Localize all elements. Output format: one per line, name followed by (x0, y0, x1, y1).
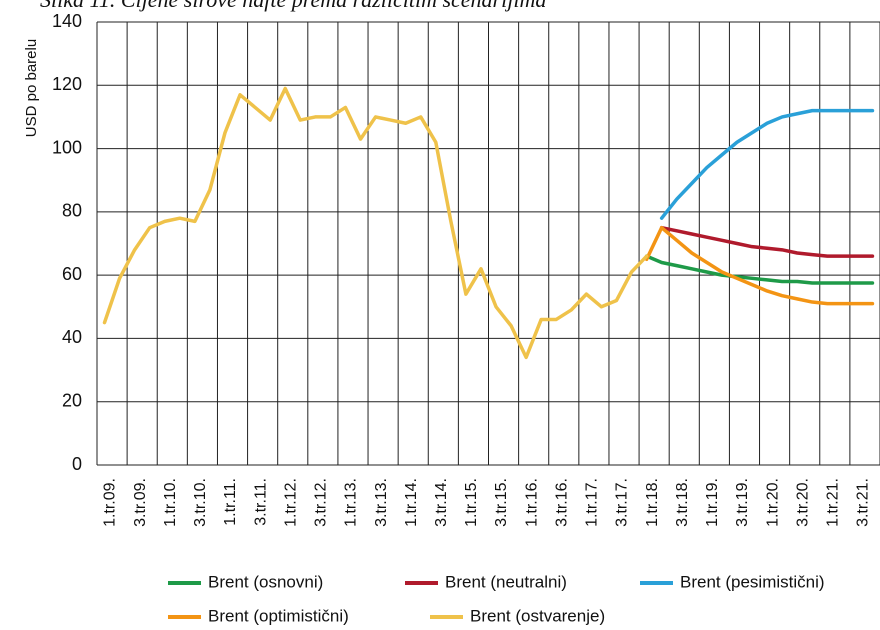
series-line (102, 86, 649, 360)
legend-label: Brent (optimistični) (208, 606, 349, 625)
y-tick-label: 0 (72, 454, 82, 474)
x-tick-label: 3.tr.15. (493, 478, 510, 527)
x-tick-label: 3.tr.20. (794, 478, 811, 527)
y-tick-label: 60 (62, 264, 82, 284)
x-tick-label: 1.tr.16. (523, 478, 540, 527)
x-tick-label: 1.tr.20. (764, 478, 781, 527)
legend-label: Brent (ostvarenje) (470, 606, 605, 625)
y-tick-label: 20 (62, 390, 82, 410)
x-tick-label: 3.tr.12. (313, 478, 330, 527)
series-line (659, 108, 875, 220)
y-axis-label: USD po barelu (23, 39, 40, 137)
x-tick-label: 1.tr.18. (644, 478, 661, 527)
x-tick-label: 1.tr.13. (343, 478, 360, 527)
series-line (644, 254, 875, 285)
x-tick-label: 3.tr.09. (132, 478, 149, 527)
x-tick-label: 3.tr.19. (734, 478, 751, 527)
series-line (644, 225, 875, 306)
x-tick-label: 1.tr.19. (704, 478, 721, 527)
x-tick-label: 3.tr.18. (674, 478, 691, 527)
y-tick-label: 140 (52, 11, 82, 31)
chart-title: Slika 11. Cijene sirove nafte prema razl… (40, 0, 546, 12)
x-tick-label: 3.tr.17. (614, 478, 631, 527)
x-tick-label: 1.tr.14. (403, 478, 420, 527)
x-tick-label: 1.tr.15. (463, 478, 480, 527)
x-tick-label: 1.tr.17. (584, 478, 601, 527)
x-tick-label: 1.tr.10. (162, 478, 179, 527)
y-tick-label: 100 (52, 137, 82, 157)
y-tick-label: 120 (52, 74, 82, 94)
x-tick-label: 1.tr.09. (102, 478, 119, 527)
x-tick-label: 3.tr.10. (192, 478, 209, 527)
legend-label: Brent (neutralni) (445, 572, 567, 591)
y-tick-label: 80 (62, 201, 82, 221)
x-tick-label: 3.tr.13. (373, 478, 390, 527)
x-tick-label: 1.tr.21. (825, 478, 842, 527)
legend-label: Brent (osnovni) (208, 572, 323, 591)
series-line (659, 225, 875, 258)
x-tick-label: 1.tr.12. (282, 478, 299, 527)
legend-label: Brent (pesimistični) (680, 572, 825, 591)
x-tick-label: 3.tr.21. (855, 478, 872, 527)
x-tick-label: 3.tr.16. (553, 478, 570, 527)
x-tick-label: 3.tr.14. (433, 478, 450, 527)
y-tick-label: 40 (62, 327, 82, 347)
x-tick-label: 3.tr.11. (252, 478, 269, 526)
x-tick-label: 1.tr.11. (222, 478, 239, 526)
